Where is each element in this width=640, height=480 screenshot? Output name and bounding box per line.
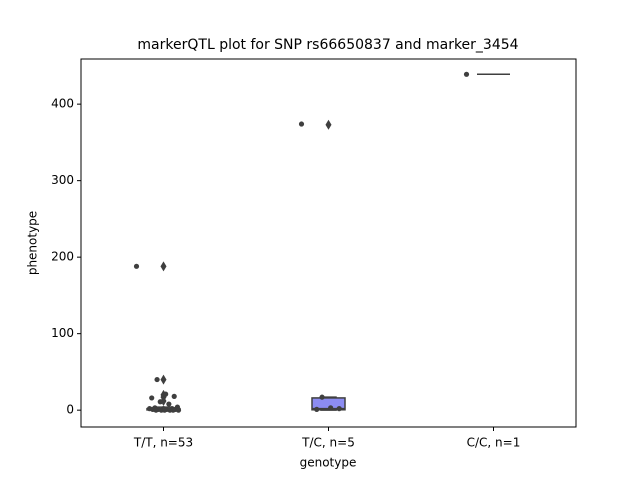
strip-point (161, 407, 168, 413)
strip-point (463, 71, 470, 77)
y-tick-label: 200 (51, 250, 74, 264)
strip-point (328, 405, 334, 411)
outlier (160, 261, 167, 272)
strip-point (314, 406, 320, 413)
strip-point (298, 121, 305, 127)
x-tick-label: T/T, n=53 (133, 436, 193, 450)
y-axis-label: phenotype (26, 211, 40, 275)
strip-point (163, 391, 169, 397)
y-tick-label: 400 (51, 97, 74, 111)
x-tick-label: C/C, n=1 (467, 436, 521, 450)
chart-title: markerQTL plot for SNP rs66650837 and ma… (137, 37, 518, 53)
strip-point (166, 401, 172, 407)
strip-point (319, 394, 325, 400)
strip-point (133, 263, 140, 269)
strip-point (170, 407, 176, 413)
strip-point (153, 407, 159, 413)
strip-point (336, 406, 342, 412)
x-tick-label: T/C, n=5 (301, 436, 355, 450)
strip-point (154, 376, 160, 383)
box (311, 397, 346, 411)
y-tick-label: 100 (51, 326, 74, 340)
outlier (160, 374, 167, 385)
outlier (325, 119, 332, 130)
strip-point (171, 393, 177, 399)
strip-point (149, 395, 155, 401)
x-axis-label: genotype (300, 456, 357, 470)
plot-frame (80, 58, 577, 428)
strip-point (175, 407, 182, 413)
y-tick-label: 0 (66, 403, 74, 417)
strip-point (157, 399, 163, 405)
y-tick-label: 300 (51, 173, 74, 187)
